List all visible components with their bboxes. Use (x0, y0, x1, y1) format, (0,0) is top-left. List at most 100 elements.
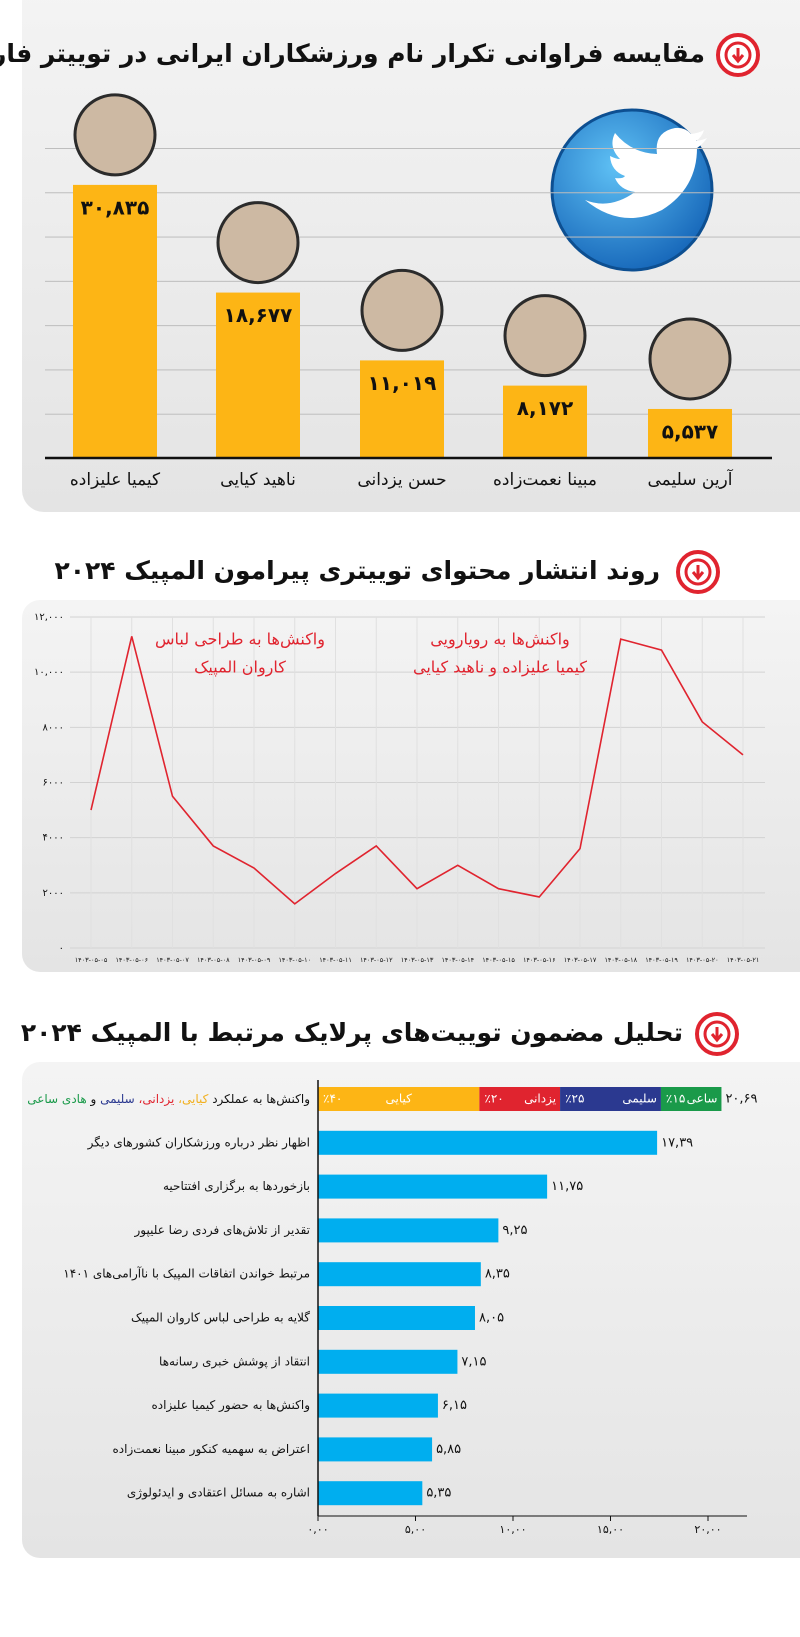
x-tick-label: ۱۴۰۳-۰۵-۱۳ (401, 956, 434, 964)
value-label: ۱۱,۷۵ (551, 1179, 583, 1194)
x-tick-label: ۱۴۰۳-۰۵-۰۵ (75, 956, 108, 964)
athlete-photo (503, 294, 587, 378)
label-part: سلیمی (96, 1092, 134, 1106)
x-tick-label: ۱۴۰۳-۰۵-۲۰ (686, 956, 719, 964)
value-label: ۹,۲۵ (502, 1223, 527, 1238)
x-tick-label: ناهید کیایی (220, 470, 296, 490)
title-icon-arrow (691, 565, 705, 581)
x-tick-label: ۱۴۰۳-۰۵-۰۸ (197, 956, 230, 964)
bar (318, 1437, 433, 1462)
category-label: اظهار نظر درباره ورزشکاران کشورهای دیگر (87, 1135, 310, 1150)
value-label: ۸,۳۵ (485, 1267, 510, 1282)
category-label: اعتراض به سهمیه کنکور مبینا نعمت‌زاده (112, 1442, 310, 1457)
title-icon-arrow (710, 1027, 724, 1043)
x-tick-label: ۱۴۰۳-۰۵-۰۷ (156, 956, 189, 964)
athlete-photo (360, 268, 444, 352)
chart-title: روند انتشار محتوای توییتری پیرامون المپی… (54, 556, 660, 586)
x-tick-label: ۱۴۰۳-۰۵-۲۱ (727, 956, 760, 964)
x-tick-label: ۱۴۰۳-۰۵-۰۶ (115, 956, 148, 964)
y-tick-label: ۲۰۰۰ (43, 888, 64, 899)
segment-name: یزدانی (524, 1092, 556, 1107)
bar-segment (660, 1087, 722, 1111)
value-label: ۸,۱۷۲ (517, 396, 573, 420)
bar-segment (560, 1087, 661, 1111)
bar (318, 1262, 481, 1287)
x-tick-label: ۱۴۰۳-۰۵-۱۰ (278, 956, 311, 964)
y-tick-label: ۴۰۰۰ (43, 833, 64, 844)
bar (318, 1174, 548, 1199)
x-tick-label: ۱۴۰۳-۰۵-۱۱ (319, 956, 352, 964)
category-label: واکنش‌ها به عملکرد کیایی، یزدانی، سلیمی … (27, 1092, 310, 1107)
segment-name: ساعی (687, 1092, 718, 1106)
category-label: واکنش‌ها به حضور کیمیا علیزاده (152, 1398, 310, 1413)
label-part: هادی ساعی (27, 1092, 86, 1106)
segment-percent: ٪۲۰ (484, 1092, 503, 1106)
x-tick-label: ۱۴۰۳-۰۵-۱۶ (523, 956, 556, 964)
bar (503, 385, 587, 458)
value-label: ۷,۱۵ (461, 1354, 486, 1369)
athlete-photo (648, 317, 732, 401)
bar (216, 292, 300, 458)
y-tick-label: ۶۰۰۰ (43, 778, 64, 789)
category-label: مرتبط خواندن اتفاقات المپیک با ناآرامی‌ه… (63, 1266, 310, 1282)
x-tick-label: کیمیا علیزاده (70, 470, 161, 490)
x-tick-label: ۱۴۰۳-۰۵-۱۷ (564, 956, 597, 964)
value-label: ۵,۸۵ (436, 1442, 461, 1457)
value-label: ۱۷,۳۹ (661, 1135, 693, 1150)
value-label: ۶,۱۵ (442, 1398, 467, 1413)
bar-segment (318, 1087, 480, 1111)
athlete-photo (216, 201, 300, 285)
x-tick-label: ۱۴۰۳-۰۵-۱۸ (604, 956, 637, 964)
athlete-photo (73, 93, 157, 177)
x-tick-label: ۱۴۰۳-۰۵-۰۹ (238, 956, 271, 964)
label-part: و (87, 1092, 97, 1107)
category-label: تقدیر از تلاش‌های فردی رضا علیپور (134, 1223, 311, 1238)
y-tick-label: ۸۰۰۰ (43, 722, 64, 733)
annotation: واکنش‌ها به رویارویی (430, 630, 570, 650)
bar (318, 1130, 658, 1155)
annotation: کاروان المپیک (194, 658, 286, 678)
annotation: کیمیا علیزاده و ناهید کیایی (413, 658, 587, 678)
label-part: کیایی، (174, 1092, 208, 1106)
annotation: واکنش‌ها به طراحی لباس (155, 630, 325, 650)
x-tick-label: ۱۴۰۳-۰۵-۱۵ (482, 956, 515, 964)
y-tick-label: ۰ (59, 943, 64, 954)
title-icon-inner (703, 1020, 731, 1048)
x-tick-label: ۱۴۰۳-۰۵-۱۹ (645, 956, 678, 964)
category-label: انتقاد از پوشش خبری رسانه‌ها (159, 1354, 310, 1369)
x-tick-label: ۰,۰۰ (307, 1523, 328, 1536)
bar-segment (479, 1087, 561, 1111)
x-tick-label: مبینا نعمت‌زاده (493, 470, 597, 490)
title-icon-inner (684, 558, 712, 586)
bar (318, 1393, 438, 1418)
x-tick-label: ۱۴۰۳-۰۵-۱۴ (441, 956, 474, 964)
x-tick-label: ۱۰,۰۰ (499, 1523, 526, 1536)
segment-name: کیایی (386, 1092, 413, 1106)
bar (318, 1481, 423, 1506)
title-icon-arrow (731, 48, 745, 64)
label-part: واکنش‌ها به عملکرد (208, 1092, 310, 1107)
y-tick-label: ۱۰,۰۰۰ (34, 667, 64, 678)
bar (73, 184, 157, 458)
x-tick-label: ۱۵,۰۰ (597, 1523, 624, 1536)
category-label: بازخوردها به برگزاری افتتاحیه (163, 1179, 310, 1194)
bar (360, 360, 444, 458)
label-part: یزدانی، (135, 1092, 175, 1107)
value-label: ۵,۳۵ (426, 1486, 451, 1501)
value-label: ۱۸,۶۷۷ (224, 303, 293, 327)
segment-name: سلیمی (622, 1092, 657, 1106)
x-tick-label: ۲۰,۰۰ (694, 1523, 721, 1536)
x-tick-label: ۱۴۰۳-۰۵-۱۲ (360, 956, 393, 964)
panel (22, 600, 800, 972)
x-tick-label: آرین سلیمی (647, 468, 733, 490)
x-tick-label: حسن یزدانی (357, 470, 446, 490)
value-label: ۵,۵۳۷ (662, 419, 718, 443)
value-label: ۸,۰۵ (479, 1311, 504, 1326)
value-label: ۳۰,۸۳۵ (81, 195, 150, 219)
bar (318, 1306, 475, 1330)
segment-percent: ٪۲۵ (565, 1092, 584, 1106)
segment-percent: ٪۴۰ (323, 1092, 342, 1106)
value-label: ۲۰,۶۹ (725, 1092, 757, 1107)
segment-percent: ٪۱۵ (666, 1092, 685, 1106)
